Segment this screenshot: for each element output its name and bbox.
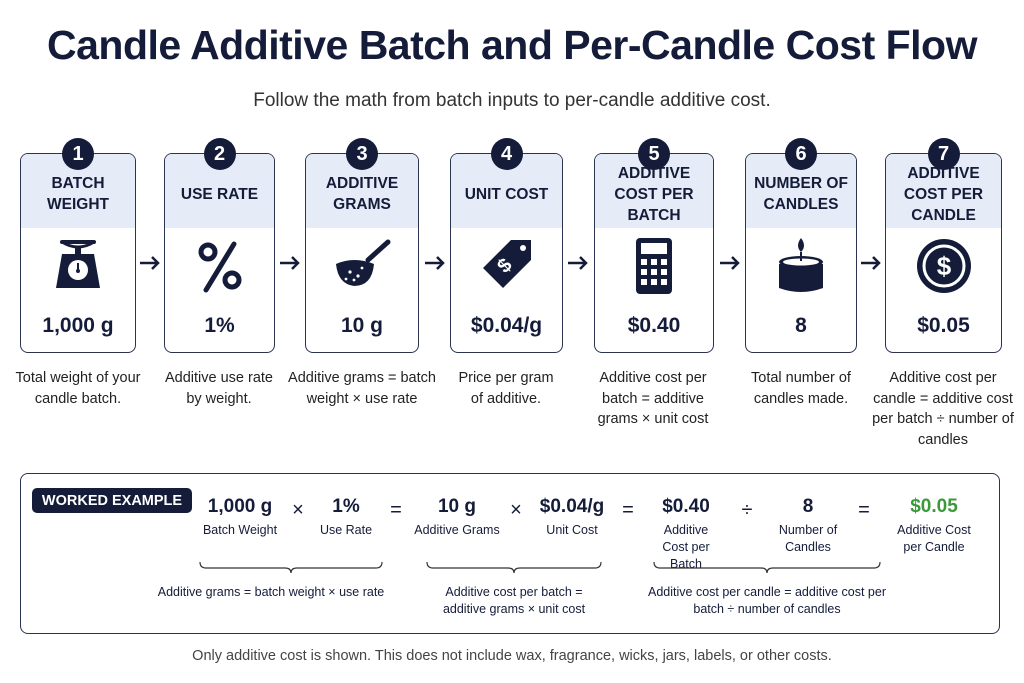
dollar-coin-icon: $ (916, 239, 971, 293)
scale-icon (56, 240, 100, 288)
step-number: 2 (203, 138, 236, 170)
step-description: Additive cost per batch = additive grams… (597, 370, 709, 427)
arrow-right-icon (861, 256, 881, 270)
term-label: Additive Cost per Candle (897, 523, 971, 554)
step-value: $0.04/g (470, 314, 543, 337)
worked-example-badge: WORKED EXAMPLE (32, 488, 192, 513)
term-label: Batch Weight (202, 523, 278, 537)
page-subtitle: Follow the math from batch inputs to per… (253, 90, 771, 111)
step-value: 8 (795, 314, 807, 337)
term-label: Use Rate (319, 523, 373, 537)
divide-operator: ÷ (741, 499, 753, 521)
arrow-right-icon (425, 256, 445, 270)
formula-note: Additive cost per candle = additive cost… (648, 585, 886, 616)
step-description: Price per gram of additive. (458, 370, 554, 407)
term-value: $0.40 (662, 496, 710, 517)
term-value: $0.05 (910, 496, 958, 517)
step-value: 1% (204, 314, 235, 337)
term-batch-weight: 1,000 g Batch Weight (180, 496, 300, 539)
svg-text:$: $ (936, 251, 951, 281)
worked-example-panel (20, 473, 1000, 634)
step-description: Total weight of your candle batch. (15, 370, 141, 407)
step-card-batch-weight: 1 BATCH WEIGHT 1,000 g (20, 138, 136, 353)
term-value: $0.04/g (539, 496, 605, 517)
step-card-additive-cost-per-candle: 7 ADDITIVE COST PER CANDLE $ $0.05 (885, 138, 1002, 353)
arrow-right-icon (140, 256, 160, 270)
step-card-additive-cost-per-batch: 5 ADDITIVE COST PER BATCH $0.40 (594, 138, 714, 353)
brace-icon (653, 561, 881, 574)
scoop-icon (336, 239, 391, 286)
term-additive-grams: 10 g Additive Grams (397, 496, 517, 539)
multiply-operator: × (510, 499, 522, 521)
brace-icon (199, 561, 383, 574)
arrow-right-icon (568, 256, 588, 270)
equals-operator: = (390, 499, 402, 521)
step-card-additive-grams: 3 ADDITIVE GRAMS 10 g (305, 138, 419, 353)
term-label: Number of Candles (778, 523, 838, 554)
step-value: 10 g (340, 314, 384, 337)
formula-note: Additive cost per batch = additive grams… (442, 585, 586, 616)
equals-operator: = (622, 499, 634, 521)
candle-icon (779, 238, 823, 292)
step-value: $0.40 (627, 314, 681, 337)
step-number: 3 (346, 138, 378, 170)
term-additive-cost-per-candle: $0.05 Additive Cost per Candle (874, 496, 994, 556)
term-unit-cost: $0.04/g Unit Cost (512, 496, 632, 539)
step-title: UNIT COST (451, 154, 562, 228)
arrow-right-icon (720, 256, 740, 270)
price-tag-icon: $ (482, 240, 531, 288)
arrow-right-icon (280, 256, 300, 270)
step-number: 5 (638, 138, 670, 170)
step-description: Additive cost per candle = additive cost… (872, 370, 1014, 448)
term-value: 1,000 g (207, 496, 273, 517)
step-card-use-rate: 2 USE RATE 1% (164, 138, 275, 353)
term-use-rate: 1% Use Rate (286, 496, 406, 539)
step-value: $0.05 (917, 314, 970, 337)
step-description: Additive use rate by weight. (164, 370, 273, 407)
step-number: 6 (785, 138, 817, 170)
calculator-icon (636, 238, 672, 294)
term-value: 1% (332, 496, 360, 517)
step-number: 7 (927, 138, 960, 170)
step-description: Total number of candles made. (751, 370, 851, 407)
percent-icon (198, 241, 241, 293)
step-number: 1 (62, 138, 94, 170)
term-number-of-candles: 8 Number of Candles (748, 496, 868, 556)
equals-operator: = (858, 499, 870, 521)
term-label: Unit Cost (546, 523, 598, 537)
term-value: 8 (802, 496, 814, 517)
formula-note: Additive grams = batch weight × use rate (157, 585, 385, 599)
step-card-number-of-candles: 6 NUMBER OF CANDLES 8 (745, 138, 857, 353)
term-label: Additive Grams (414, 523, 500, 537)
page-title: Candle Additive Batch and Per-Candle Cos… (47, 22, 978, 68)
step-value: 1,000 g (42, 314, 114, 337)
step-description: Additive grams = batch weight × use rate (288, 370, 436, 407)
step-number: 4 (490, 138, 523, 170)
multiply-operator: × (292, 499, 304, 521)
term-value: 10 g (437, 496, 477, 517)
brace-icon (426, 561, 602, 574)
step-card-unit-cost: 4 UNIT COST $ $0.04/g (450, 138, 563, 353)
footer-note: Only additive cost is shown. This does n… (192, 648, 832, 664)
